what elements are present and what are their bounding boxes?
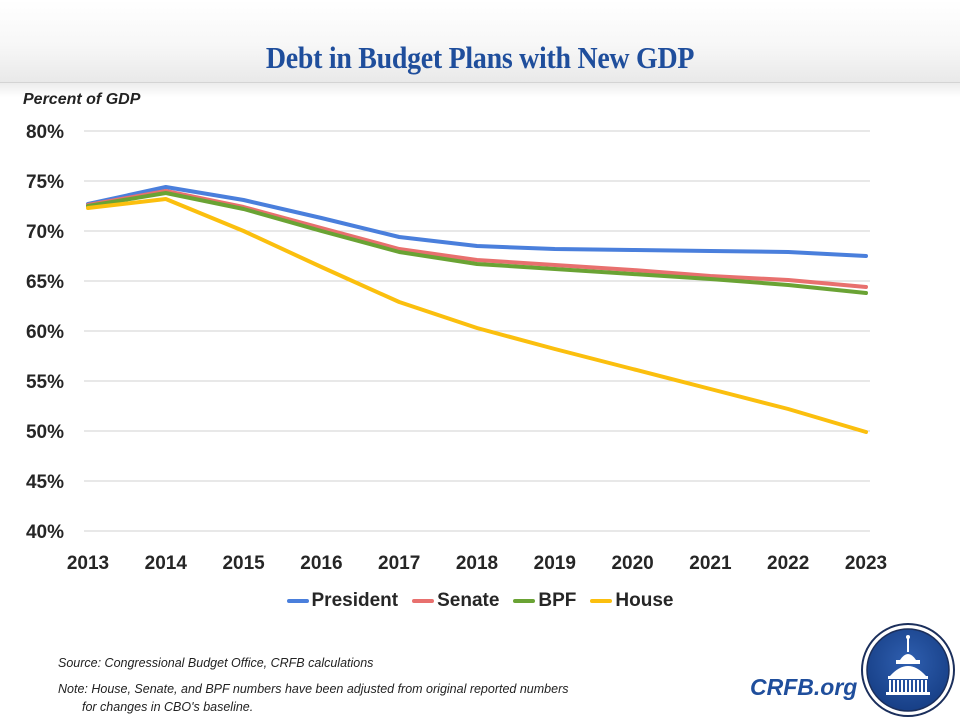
legend-item-senate: Senate [412,590,499,612]
capitol-dome-icon [861,623,955,717]
footnote: Note: House, Senate, and BPF numbers hav… [58,680,658,716]
x-tick-label: 2014 [145,553,188,574]
footnote-line-1: Note: House, Senate, and BPF numbers hav… [58,682,569,696]
y-tick-label: 55% [26,372,64,393]
y-tick-label: 40% [26,522,64,543]
legend-label: BPF [538,590,577,611]
y-tick-labels: 80% 75% 70% 65% 60% 55% 50% 45% 40% [26,122,64,543]
legend-item-bpf: BPF [513,590,576,612]
chart-title: Debt in Budget Plans with New GDP [265,40,695,75]
x-tick-label: 2023 [845,553,887,574]
legend-swatch [513,599,536,603]
x-tick-label: 2013 [67,553,109,574]
series-line-bpf [86,191,868,295]
legend: President Senate BPF House [0,590,960,612]
series-line-president [86,185,868,258]
legend-swatch [590,599,613,603]
brand-link[interactable]: CRFB.org [750,674,858,700]
legend-swatch [412,599,435,603]
y-axis-label: Percent of GDP [23,91,141,108]
y-tick-label: 65% [26,272,64,293]
series-lines [86,185,868,434]
header-shadow [0,83,960,97]
source-note: Source: Congressional Budget Office, CRF… [58,656,374,670]
x-tick-label: 2022 [767,553,809,574]
series-line-senate [86,189,868,289]
legend-item-president: President [286,590,399,612]
x-tick-label: 2015 [222,553,265,574]
footnote-line-2: for changes in CBO's baseline. [82,700,254,714]
legend-label: President [311,590,399,611]
x-tick-label: 2017 [378,553,420,574]
y-tick-label: 60% [26,322,64,343]
x-tick-label: 2016 [300,553,342,574]
series-line-house [86,197,868,434]
x-tick-label: 2019 [534,553,576,574]
x-tick-labels: 2013 2014 2015 2016 2017 2018 2019 2020 2021 2022… [67,553,887,574]
y-tick-label: 45% [26,472,64,493]
x-tick-label: 2021 [689,553,732,574]
y-tick-label: 75% [26,172,64,193]
y-tick-label: 80% [26,122,64,143]
y-tick-label: 50% [26,422,64,443]
x-tick-label: 2020 [611,553,653,574]
gridlines [84,130,870,532]
legend-label: House [615,590,674,611]
legend-swatch [286,599,309,603]
x-tick-label: 2018 [456,553,498,574]
legend-label: Senate [437,590,500,611]
header-band [0,0,960,83]
legend-item-house: House [590,590,673,612]
y-tick-label: 70% [26,222,64,243]
